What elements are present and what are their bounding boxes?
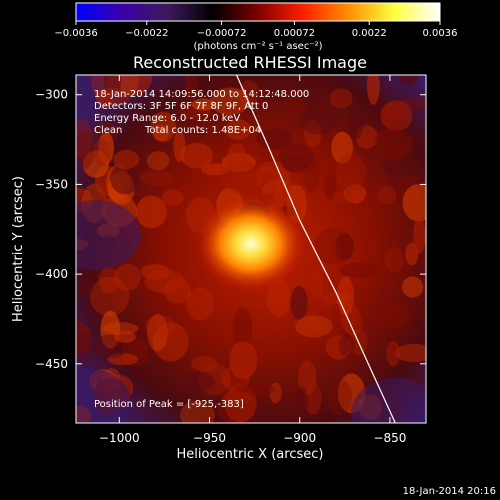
y-tick-label: −300 — [35, 88, 68, 102]
colorbar-tick-label: −0.0022 — [125, 28, 168, 39]
annotation-time-range: 18-Jan-2014 14:09:56.000 to 14:12:48.000 — [94, 89, 309, 100]
annotation-energy: Energy Range: 6.0 - 12.0 keV — [94, 113, 240, 124]
y-axis-label: Heliocentric Y (arcsec) — [11, 176, 26, 322]
x-tick-label: −950 — [193, 431, 226, 445]
annotation-detectors: Detectors: 3F 5F 6F 7F 8F 9F, Att 0 — [94, 101, 268, 112]
x-tick-label: −1000 — [99, 431, 140, 445]
colorbar-ticks: −0.0036 −0.0022 −0.00072 0.00072 0.0022 0.003… — [54, 21, 458, 39]
colorbar-tick-label: 0.00072 — [274, 28, 315, 39]
colorbar-tick-label: 0.0036 — [423, 28, 458, 39]
y-tick-label: −400 — [35, 267, 68, 281]
y-axis-ticks: −300 −350 −400 −450 — [35, 88, 426, 371]
peak-source — [195, 195, 306, 292]
heatmap-image — [76, 75, 426, 423]
colorbar-tick-label: −0.00072 — [197, 28, 247, 39]
y-tick-label: −350 — [35, 177, 68, 191]
colorbar-tick-label: 0.0022 — [352, 28, 387, 39]
annotation-clean: Clean — [94, 125, 122, 136]
colorbar-tick-label: −0.0036 — [54, 28, 97, 39]
y-tick-label: −450 — [35, 357, 68, 371]
x-axis-label: Heliocentric X (arcsec) — [177, 447, 324, 462]
x-tick-label: −900 — [283, 431, 316, 445]
x-tick-label: −850 — [373, 431, 406, 445]
plot-frame — [75, 74, 427, 424]
colorbar-label: (photons cm⁻² s⁻¹ asec⁻²) — [193, 41, 322, 52]
chart-title: Reconstructed RHESSI Image — [133, 53, 367, 72]
footer-timestamp: 18-Jan-2014 20:16 — [403, 486, 496, 497]
x-axis-ticks: −1000 −950 −900 −850 — [99, 75, 406, 445]
solar-limb-line — [236, 75, 396, 423]
annotation-counts: Total counts: 1.48E+04 — [144, 125, 261, 136]
annotation-peak-position: Position of Peak = [-925,-383] — [94, 399, 244, 410]
colorbar — [75, 2, 441, 22]
